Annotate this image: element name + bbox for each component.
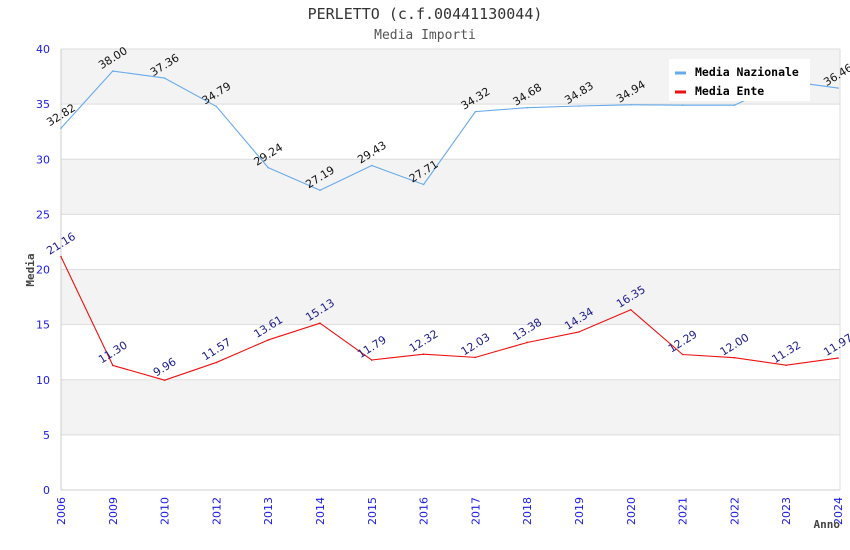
background-band — [61, 159, 840, 215]
legend-label-media-ente: Media Ente — [695, 84, 764, 98]
data-point-media-ente — [785, 364, 787, 366]
data-point-media-nazionale — [319, 189, 321, 192]
data-point-media-ente — [526, 341, 528, 344]
data-point-media-ente — [112, 364, 114, 367]
y-tick-label: 25 — [36, 208, 50, 221]
x-axis-title: Anno — [814, 518, 841, 531]
x-tick-label: 2009 — [107, 497, 120, 525]
background-band — [61, 214, 840, 270]
data-point-media-nazionale — [267, 166, 270, 169]
data-point-media-nazionale — [837, 87, 839, 89]
x-tick-label: 2019 — [573, 497, 586, 525]
x-tick-label: 2021 — [677, 497, 690, 525]
data-point-media-ente — [578, 331, 580, 333]
x-tick-label: 2024 — [832, 497, 845, 525]
series-line-media-ente — [60, 256, 839, 381]
y-tick-label: 20 — [36, 264, 50, 277]
data-point-media-nazionale — [371, 164, 373, 167]
legend-box — [669, 59, 810, 101]
y-tick-label: 0 — [43, 484, 50, 497]
background-band — [61, 379, 840, 435]
y-axis-title: Media — [24, 253, 37, 286]
x-tick-label: 2017 — [469, 497, 482, 525]
background-band — [61, 269, 840, 325]
legend-label-media-nazionale: Media Nazionale — [695, 65, 799, 79]
y-tick-label: 10 — [36, 374, 50, 387]
chart-title: PERLETTO (c.f.00441130044) — [308, 5, 543, 23]
chart-subtitle: Media Importi — [374, 28, 476, 43]
x-tick-label: 2023 — [780, 497, 793, 525]
x-tick-label: 2010 — [159, 497, 172, 525]
y-axis-ticks: 0 5 10 15 20 25 30 35 40 — [36, 43, 50, 497]
data-point-media-ente — [60, 255, 62, 258]
x-tick-label: 2018 — [521, 497, 534, 525]
x-axis-ticks: 2006 2009 2010 2012 2013 2014 2015 2016 2017 2018… — [55, 497, 845, 525]
data-point-media-nazionale — [60, 127, 62, 129]
background-bands — [61, 49, 840, 490]
background-band — [61, 104, 840, 160]
data-point-media-nazionale — [630, 103, 632, 106]
legend: Media Nazionale Media Ente — [669, 59, 810, 101]
data-point-media-ente — [681, 353, 684, 356]
x-tick-label: 2022 — [728, 497, 741, 525]
x-tick-label: 2014 — [314, 497, 327, 525]
data-point-media-nazionale — [578, 105, 580, 107]
background-band — [61, 434, 840, 490]
data-point-media-nazionale — [681, 104, 684, 107]
data-point-media-ente — [267, 339, 270, 341]
data-point-media-ente — [422, 353, 425, 355]
data-point-media-nazionale — [733, 104, 736, 107]
data-point-media-nazionale — [526, 106, 528, 109]
background-band — [61, 324, 840, 380]
series-line-media-nazionale — [60, 70, 839, 191]
x-tick-label: 2015 — [366, 497, 379, 525]
y-tick-label: 15 — [36, 319, 50, 332]
x-tick-label: 2006 — [55, 497, 68, 525]
x-tick-label: 2016 — [418, 497, 431, 525]
series-lines — [60, 70, 839, 381]
data-point-media-ente — [474, 356, 477, 359]
y-tick-label: 35 — [36, 98, 50, 111]
x-tick-label: 2013 — [262, 497, 275, 525]
data-point-media-nazionale — [163, 77, 166, 79]
x-tick-label: 2012 — [210, 497, 223, 525]
data-point-media-ente — [215, 361, 218, 364]
data-point-media-nazionale — [422, 183, 425, 186]
data-point-media-ente — [733, 356, 736, 359]
data-point-media-ente — [319, 322, 321, 324]
data-point-media-nazionale — [474, 110, 477, 113]
data-point-media-nazionale — [215, 105, 218, 108]
plot-frame — [60, 48, 841, 491]
x-tick-label: 2020 — [625, 497, 638, 525]
y-tick-label: 30 — [36, 153, 50, 166]
y-tick-label: 5 — [43, 429, 50, 442]
data-point-media-ente — [163, 379, 166, 381]
data-point-media-ente — [371, 359, 373, 361]
data-point-media-nazionale — [112, 70, 114, 72]
data-point-media-ente — [837, 357, 839, 359]
data-point-media-ente — [630, 308, 632, 311]
y-tick-label: 40 — [36, 43, 50, 56]
